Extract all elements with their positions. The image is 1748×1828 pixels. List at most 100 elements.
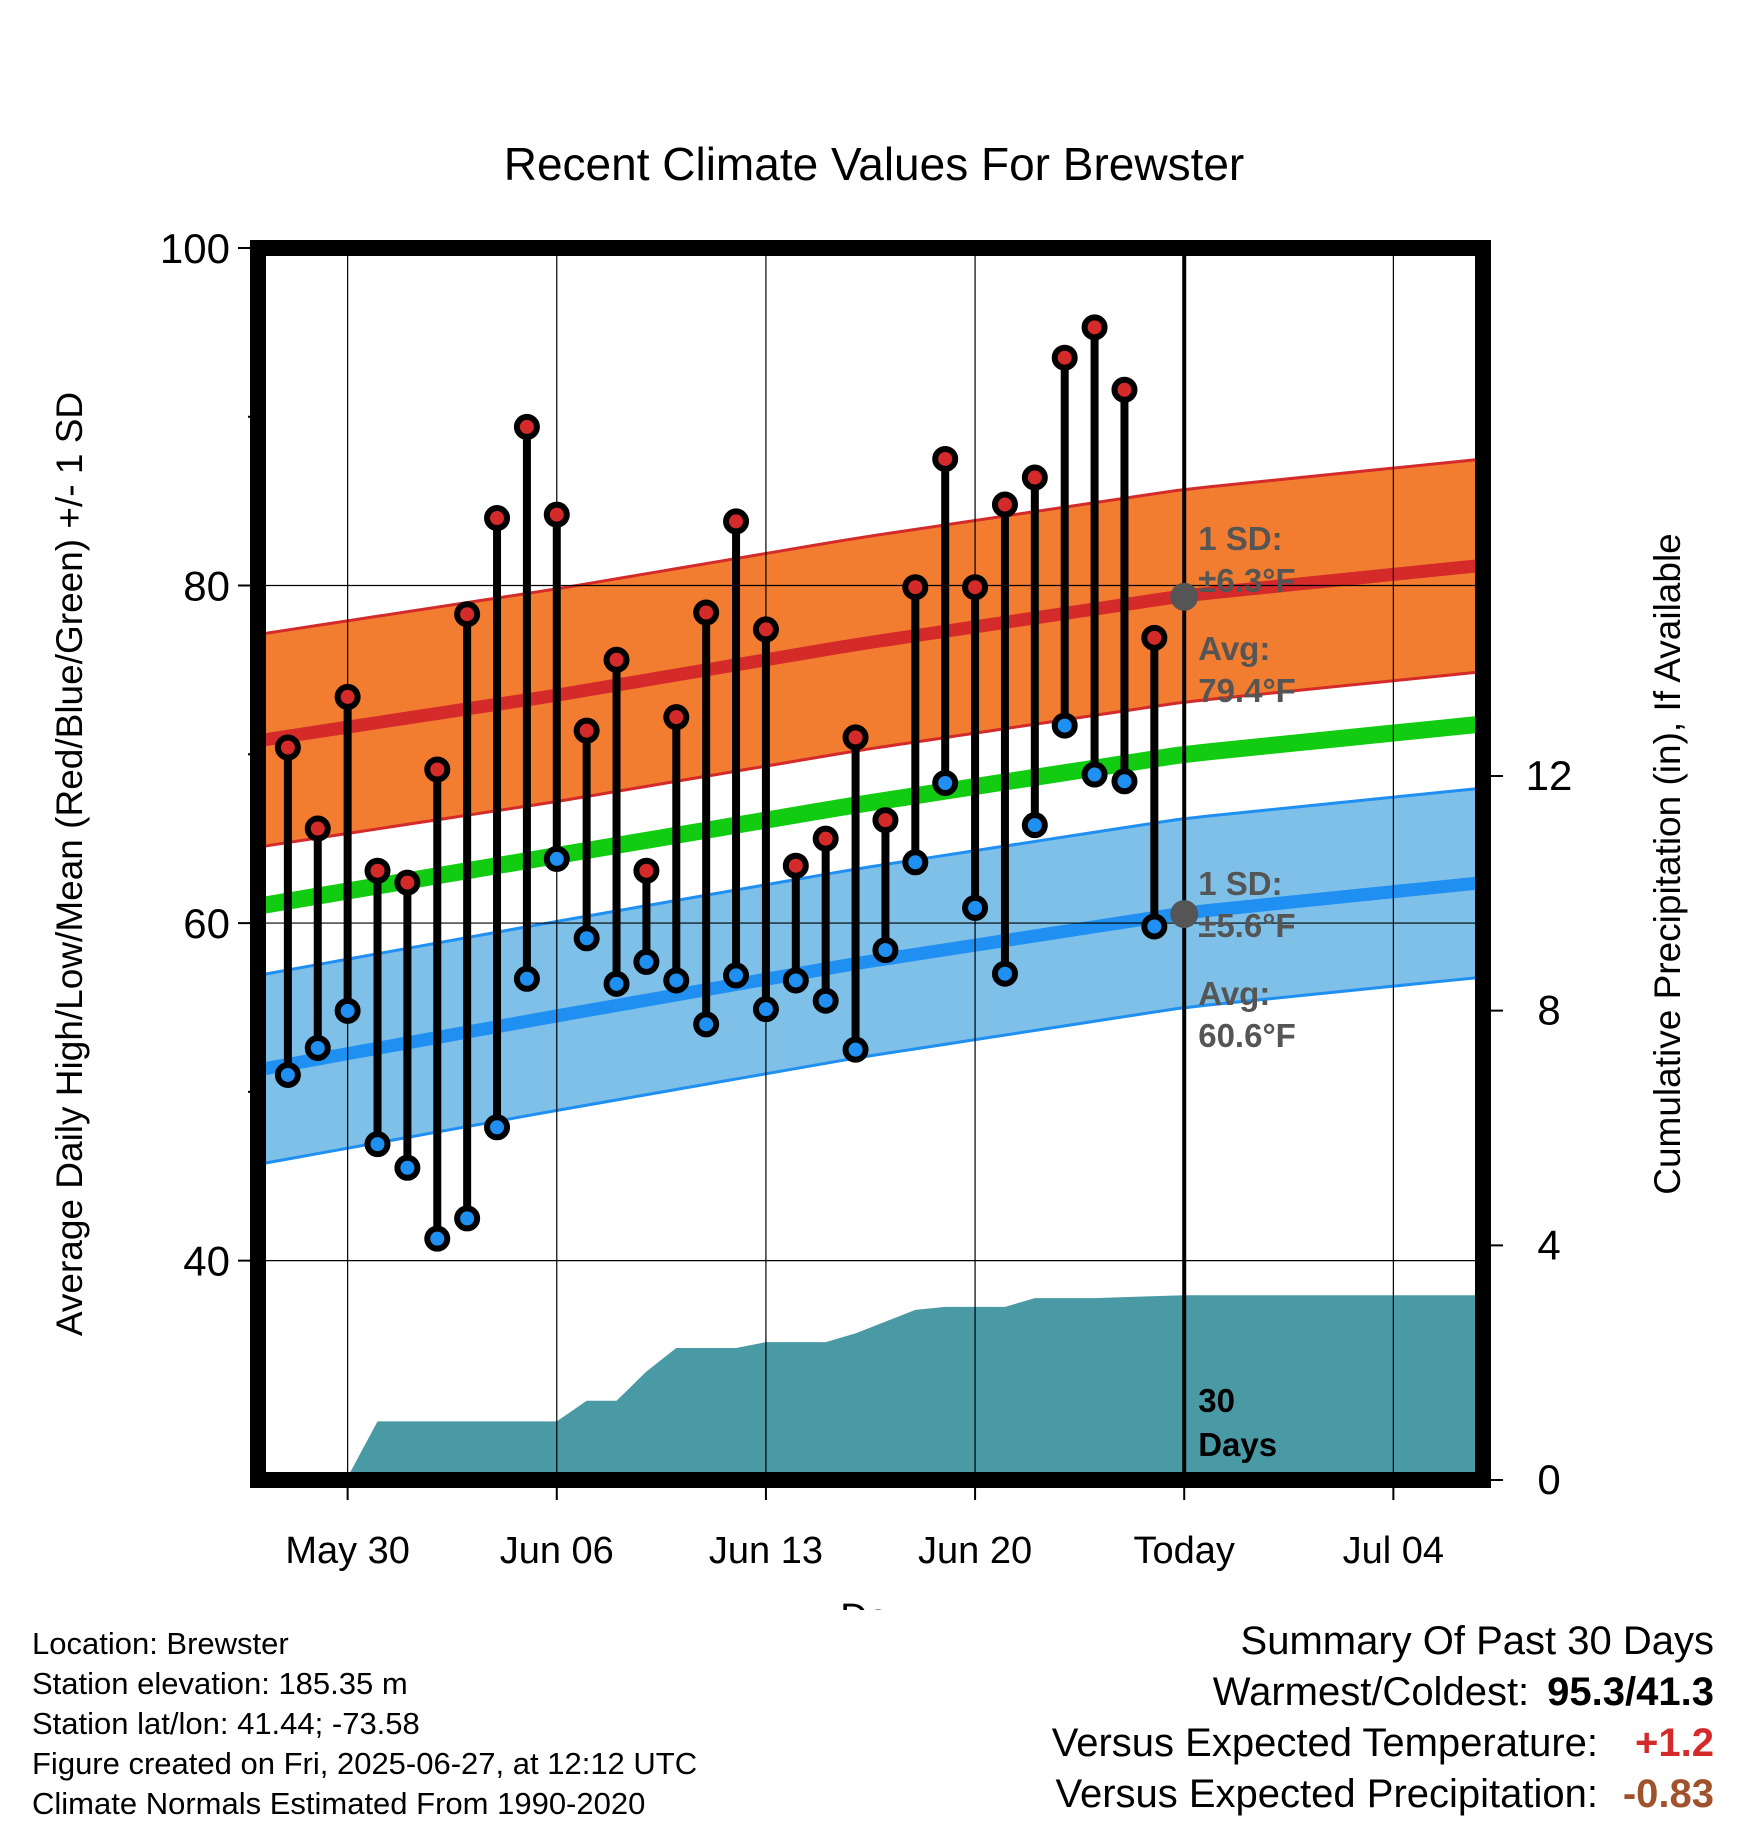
- observed-low-point: [1051, 712, 1078, 739]
- observed-low-point: [1111, 768, 1138, 795]
- low-avg-annotation: Avg: 60.6°F: [1198, 975, 1296, 1054]
- observed-high-point: [394, 869, 421, 896]
- observed-high-point: [304, 815, 331, 842]
- observed-low-point: [1021, 812, 1048, 839]
- warmest-coldest-value: 95.3/41.3: [1547, 1670, 1714, 1714]
- observed-low-point: [603, 970, 630, 997]
- observed-low-point: [543, 845, 570, 872]
- observed-high-point: [603, 646, 630, 673]
- y2-tick-label: 12: [1526, 752, 1573, 799]
- observed-high-point: [274, 734, 301, 761]
- low-sd-lower-edge: [258, 975, 1483, 1166]
- observed-low-point: [573, 925, 600, 952]
- observed-low-point: [842, 1036, 869, 1063]
- temp-versus-label: Versus Expected Temperature:: [1051, 1721, 1598, 1765]
- observed-high-point: [902, 574, 929, 601]
- observed-high-point: [484, 505, 511, 532]
- precip-versus-value: -0.83: [1622, 1772, 1714, 1816]
- precip-area: [258, 1295, 1483, 1480]
- x-tick-label: May 30: [285, 1530, 410, 1572]
- precip-versus-label: Versus Expected Precipitation:: [1055, 1772, 1598, 1816]
- x-tick-label: Jul 04: [1343, 1530, 1444, 1572]
- normal-low-line: [258, 876, 1483, 1077]
- observed-high-point: [1111, 376, 1138, 403]
- y2-tick-label: 0: [1537, 1456, 1560, 1503]
- temp-versus-row: Versus Expected Temperature: +1.2: [1052, 1718, 1714, 1769]
- observed-low-point: [663, 967, 690, 994]
- today-low-normal-marker: [1170, 900, 1199, 929]
- observed-low-point: [991, 960, 1018, 987]
- observed-low-point: [304, 1034, 331, 1061]
- y2-tick-label: 8: [1537, 987, 1560, 1034]
- low-sd-annotation: 1 SD: ±5.6°F: [1198, 865, 1295, 944]
- y-axis-label: Average Daily High/Low/Mean (Red/Blue/Gr…: [49, 392, 90, 1336]
- summary-heading: Summary Of Past 30 Days: [1240, 1619, 1714, 1663]
- observed-high-point: [842, 724, 869, 751]
- low-sd-band: [258, 788, 1483, 1165]
- observed-low-point: [334, 997, 361, 1024]
- observed-high-point: [424, 756, 451, 783]
- normal-mean-line: [258, 715, 1483, 915]
- observed-high-point: [1081, 314, 1108, 341]
- observed-low-point: [394, 1154, 421, 1181]
- observed-low-point: [1081, 761, 1108, 788]
- elevation-text: Station elevation: 185.35 m: [32, 1666, 408, 1701]
- chart-title: Recent Climate Values For Brewster: [504, 138, 1245, 190]
- x-tick-label: Jun 20: [918, 1530, 1032, 1572]
- y-tick-label: 40: [183, 1238, 230, 1285]
- x-tick-label: Today: [1134, 1530, 1235, 1572]
- observed-high-point: [663, 704, 690, 731]
- observed-low-point: [752, 996, 779, 1023]
- observed-high-point: [1141, 624, 1168, 651]
- y2-tick-label: 4: [1537, 1221, 1560, 1268]
- observed-high-point: [812, 825, 839, 852]
- y2-axis-label: Cumulative Precipitation (in), If Availa…: [1647, 533, 1688, 1195]
- observed-low-point: [812, 987, 839, 1014]
- observed-low-point: [1141, 913, 1168, 940]
- observed-high-point: [693, 599, 720, 626]
- observed-high-point: [364, 857, 391, 884]
- observed-high-point: [633, 857, 660, 884]
- plot-frame: [250, 240, 1491, 1488]
- latlon-text: Station lat/lon: 41.44; -73.58: [32, 1706, 420, 1741]
- observed-high-point: [962, 574, 989, 601]
- observed-low-point: [782, 967, 809, 994]
- observed-high-point: [932, 445, 959, 472]
- y-tick-label: 60: [183, 900, 230, 947]
- y-tick-label: 80: [183, 563, 230, 610]
- plot-area: 1 SD: ±6.3°F Avg: 79.4°F 1 SD: ±5.6°F Avg: 60.6…: [258, 248, 1483, 1480]
- high-avg-annotation: Avg: 79.4°F: [1198, 630, 1296, 709]
- observed-high-point: [1051, 344, 1078, 371]
- observed-high-point: [573, 717, 600, 744]
- summary-panel: Summary Of Past 30 Days Warmest/Coldest:…: [1052, 1616, 1714, 1820]
- high-sd-annotation: 1 SD: ±6.3°F: [1198, 520, 1295, 599]
- high-sd-band: [258, 458, 1483, 848]
- observed-low-point: [513, 965, 540, 992]
- y-tick-label: 100: [160, 225, 230, 272]
- observed-low-point: [723, 962, 750, 989]
- observed-high-point: [752, 616, 779, 643]
- low-sd-upper-edge: [258, 786, 1483, 977]
- climate-chart: Recent Climate Values For Brewster 1 SD:…: [49, 138, 1688, 1610]
- observed-high-point: [782, 852, 809, 879]
- observed-low-point: [454, 1205, 481, 1232]
- warmest-coldest-row: Warmest/Coldest: 95.3/41.3: [1052, 1667, 1714, 1718]
- observed-high-point: [334, 683, 361, 710]
- observed-high-point: [454, 601, 481, 628]
- station-info: Location: Brewster Station elevation: 18…: [32, 1624, 697, 1824]
- observed-low-point: [484, 1114, 511, 1141]
- precip-versus-row: Versus Expected Precipitation: -0.83: [1052, 1769, 1714, 1820]
- observed-high-point: [1021, 464, 1048, 491]
- observed-low-point: [962, 894, 989, 921]
- observed-low-point: [932, 769, 959, 796]
- x-tick-label: Jun 06: [500, 1530, 614, 1572]
- observed-low-point: [693, 1011, 720, 1038]
- observed-low-point: [274, 1061, 301, 1088]
- observed-high-point: [991, 491, 1018, 518]
- window-annotation: 30 Days: [1198, 1382, 1277, 1463]
- observed-high-point: [513, 413, 540, 440]
- observed-low-point: [364, 1131, 391, 1158]
- x-axis-label: Day: [840, 1597, 908, 1610]
- plot-content: 1 SD: ±6.3°F Avg: 79.4°F 1 SD: ±5.6°F Avg: 60.6…: [258, 248, 1483, 1480]
- x-tick-label: Jun 13: [709, 1530, 823, 1572]
